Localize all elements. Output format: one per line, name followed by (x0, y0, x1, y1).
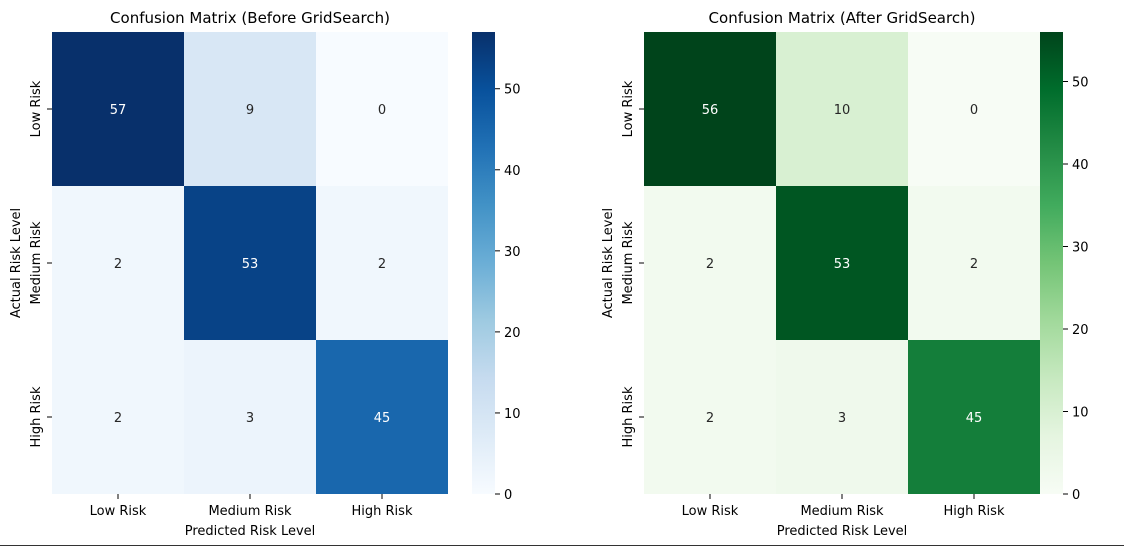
y-tick-label: High Risk (621, 386, 636, 447)
heatmap-cell (52, 32, 184, 186)
cell-value-label: 2 (114, 411, 122, 426)
colorbar (1040, 32, 1063, 494)
colorbar-tick-label: 0 (1072, 488, 1080, 503)
heatmap-cell (908, 340, 1040, 494)
heatmap-cell (644, 186, 776, 340)
cell-value-label: 2 (114, 257, 122, 272)
x-axis-label: Predicted Risk Level (777, 524, 908, 539)
colorbar-tick-label: 30 (504, 245, 521, 260)
x-tick-label: Medium Risk (208, 504, 292, 519)
cell-value-label: 3 (838, 411, 846, 426)
y-tick-label: Medium Risk (29, 221, 44, 305)
heatmap-cell (316, 340, 448, 494)
heatmap-cell (52, 186, 184, 340)
heatmap-cell (644, 32, 776, 186)
x-tick-label: Low Risk (90, 504, 147, 519)
colorbar-tick-label: 20 (504, 326, 521, 341)
cell-value-label: 2 (378, 257, 386, 272)
x-tick-label: High Risk (352, 504, 413, 519)
colorbar-tick-label: 10 (1072, 406, 1089, 421)
heatmap-cell (184, 340, 316, 494)
y-axis-label: Actual Risk Level (601, 208, 616, 318)
colorbar-tick-label: 10 (504, 407, 521, 422)
colorbar-tick-label: 30 (1072, 241, 1089, 256)
colorbar-tick-label: 50 (504, 83, 521, 98)
x-tick-label: High Risk (944, 504, 1005, 519)
chart-title: Confusion Matrix (Before GridSearch) (110, 9, 390, 27)
y-tick-label: Low Risk (621, 80, 636, 137)
y-tick-label: Low Risk (29, 80, 44, 137)
cell-value-label: 53 (242, 257, 259, 272)
cell-value-label: 2 (970, 257, 978, 272)
cell-value-label: 9 (246, 103, 254, 118)
heatmap-cell (908, 32, 1040, 186)
cell-value-label: 56 (702, 103, 719, 118)
heatmap-cell (184, 32, 316, 186)
heatmap-cell (184, 186, 316, 340)
chart-title: Confusion Matrix (After GridSearch) (709, 9, 976, 27)
cell-value-label: 10 (834, 103, 851, 118)
colorbar-tick-label: 50 (1072, 76, 1089, 91)
cell-value-label: 3 (246, 411, 254, 426)
y-axis-label: Actual Risk Level (9, 208, 24, 318)
bottom-divider (0, 545, 1124, 546)
colorbar-tick-label: 20 (1072, 323, 1089, 338)
heatmap-cell (316, 32, 448, 186)
cell-value-label: 0 (378, 103, 386, 118)
cell-value-label: 2 (706, 257, 714, 272)
cell-value-label: 53 (834, 257, 851, 272)
cell-value-label: 0 (970, 103, 978, 118)
heatmap-cell (52, 340, 184, 494)
heatmap-cell (776, 32, 908, 186)
cell-value-label: 57 (110, 103, 127, 118)
colorbar-tick-label: 40 (1072, 158, 1089, 173)
x-tick-label: Low Risk (682, 504, 739, 519)
heatmap-cell (776, 340, 908, 494)
heatmap-cell (776, 186, 908, 340)
x-tick-label: Medium Risk (800, 504, 884, 519)
y-tick-label: High Risk (29, 386, 44, 447)
cell-value-label: 2 (706, 411, 714, 426)
x-axis-label: Predicted Risk Level (185, 524, 316, 539)
colorbar (472, 32, 495, 494)
cell-value-label: 45 (374, 411, 391, 426)
y-tick-label: Medium Risk (621, 221, 636, 305)
colorbar-tick-label: 40 (504, 164, 521, 179)
heatmap-cell (316, 186, 448, 340)
heatmap-cell (908, 186, 1040, 340)
cell-value-label: 45 (966, 411, 983, 426)
colorbar-tick-label: 0 (504, 488, 512, 503)
heatmap-cell (644, 340, 776, 494)
